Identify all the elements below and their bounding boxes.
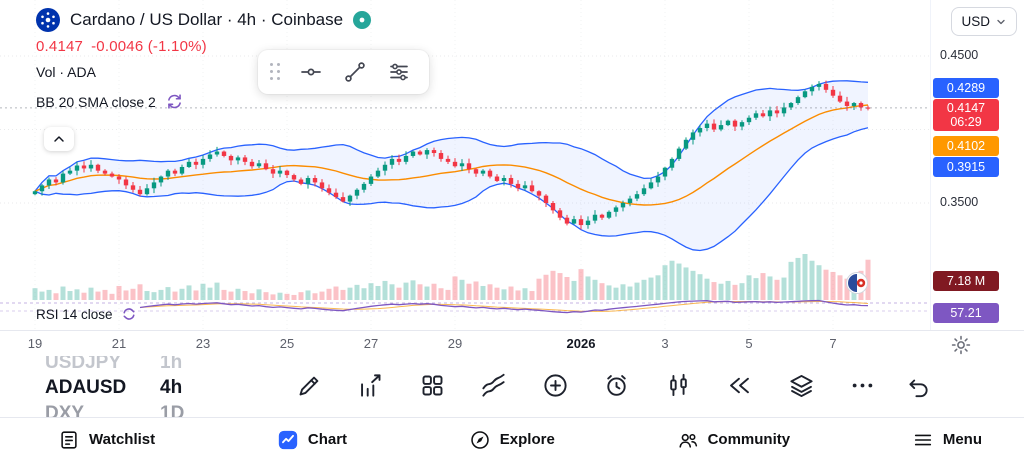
- price-scale[interactable]: 0.4500 0.3500 0.4289 0.4147 06:29 0.4102…: [930, 0, 1024, 356]
- nav-explore-label: Explore: [499, 431, 555, 448]
- currency-selector-label: USD: [961, 14, 990, 29]
- last-price-value: 0.4147: [36, 38, 84, 55]
- price-change-value: -0.0046 (-1.10%): [91, 38, 207, 55]
- watchlist-symbol: DXY: [45, 403, 85, 418]
- sync-icon[interactable]: [121, 306, 137, 322]
- toolbar-and-watchlist-row: USDJPY 1h ADAUSD 4h DXY 1D: [0, 356, 1024, 418]
- chart-symbol-title[interactable]: Cardano / US Dollar · 4h · Coinbase: [70, 10, 344, 29]
- last-price-row: 0.4147 -0.0046 (-1.10%): [36, 38, 371, 55]
- menu-icon: [914, 434, 931, 445]
- indicators-icon[interactable]: [357, 372, 384, 399]
- economic-event-icon[interactable]: [845, 271, 869, 295]
- settings-gear-icon[interactable]: [950, 334, 972, 356]
- time-axis-label: 29: [447, 336, 463, 351]
- collapse-chevron-icon[interactable]: [44, 127, 74, 151]
- nav-watchlist[interactable]: Watchlist: [58, 429, 155, 451]
- market-status-icon: [353, 11, 372, 29]
- chevron-down-icon: [997, 19, 1005, 24]
- more-icon[interactable]: [849, 372, 876, 399]
- price-axis-label: 0.4500: [940, 48, 979, 62]
- lower-band-badge: 0.3915: [933, 157, 999, 177]
- volume-legend[interactable]: Vol · ADA: [36, 64, 96, 80]
- trend-line-tool-icon[interactable]: [333, 52, 377, 92]
- watchlist-timeframe: 1D: [160, 403, 185, 418]
- nav-explore[interactable]: Explore: [469, 429, 555, 451]
- nav-chart[interactable]: Chart: [277, 429, 347, 451]
- multi-line-icon[interactable]: [480, 372, 507, 399]
- bottom-navigation: Watchlist Chart Explore Community: [0, 417, 1024, 461]
- time-axis-label: 7: [829, 336, 837, 351]
- time-axis-label: 21: [111, 336, 127, 351]
- time-axis-label: 5: [745, 336, 753, 351]
- bar-countdown: 06:29: [950, 115, 982, 129]
- watchlist-row-adausd[interactable]: ADAUSD 4h: [45, 377, 182, 399]
- currency-selector[interactable]: USD: [951, 7, 1017, 36]
- time-axis-label: 27: [363, 336, 379, 351]
- community-icon: [679, 433, 697, 448]
- last-price-badge: 0.4147 06:29: [933, 99, 999, 131]
- time-axis-label: 23: [195, 336, 211, 351]
- layout-grid-icon[interactable]: [419, 372, 446, 399]
- drawing-toolbar: [258, 50, 429, 94]
- upper-band-badge: 0.4289: [933, 78, 999, 98]
- price-chart[interactable]: Cardano / US Dollar · 4h · Coinbase 0.41…: [0, 0, 930, 330]
- watchlist-symbol: USDJPY: [45, 356, 122, 373]
- cardano-logo-icon: [36, 8, 60, 32]
- watchlist-row-dxy[interactable]: DXY 1D: [45, 403, 184, 418]
- drag-handle-icon[interactable]: [270, 63, 281, 81]
- bar-pattern-icon[interactable]: [665, 372, 692, 399]
- bollinger-legend[interactable]: BB 20 SMA close 2: [36, 93, 156, 110]
- watchlist-symbol: ADAUSD: [45, 377, 127, 398]
- volume-badge: 7.18 M: [933, 271, 999, 291]
- nav-community-label: Community: [707, 431, 791, 448]
- layers-icon[interactable]: [788, 372, 815, 399]
- time-scale[interactable]: 19 21 23 25 27 29 2026 3 5 7: [0, 330, 1024, 357]
- nav-community[interactable]: Community: [677, 429, 791, 451]
- sma-badge: 0.4102: [933, 136, 999, 156]
- price-axis-label: 0.3500: [940, 195, 979, 209]
- chart-header: Cardano / US Dollar · 4h · Coinbase 0.41…: [36, 8, 372, 111]
- time-axis-label: 19: [27, 336, 43, 351]
- time-axis-label: 25: [279, 336, 295, 351]
- alert-clock-icon[interactable]: [603, 372, 630, 399]
- candlestick-chart-canvas[interactable]: [0, 0, 930, 330]
- explore-icon: [471, 430, 489, 449]
- watchlist-row-usdjpy[interactable]: USDJPY 1h: [45, 356, 182, 374]
- time-axis-label: 3: [661, 336, 669, 351]
- chart-toolbar: [296, 372, 876, 399]
- nav-watchlist-label: Watchlist: [89, 431, 156, 448]
- add-icon[interactable]: [542, 372, 569, 399]
- nav-chart-label: Chart: [307, 431, 348, 448]
- rsi-legend[interactable]: RSI 14 close: [36, 306, 113, 322]
- chart-icon: [278, 430, 298, 449]
- parallel-channel-tool-icon[interactable]: [377, 52, 421, 92]
- watchlist-timeframe: 4h: [160, 377, 183, 398]
- nav-menu-label: Menu: [942, 431, 982, 448]
- rsi-badge: 57.21: [933, 303, 999, 323]
- replay-rewind-icon[interactable]: [726, 372, 753, 399]
- draw-icon[interactable]: [296, 372, 323, 399]
- last-price-badge-value: 0.4147: [946, 101, 986, 115]
- watchlist-timeframe: 1h: [160, 356, 183, 373]
- undo-icon[interactable]: [905, 374, 931, 400]
- sync-icon[interactable]: [165, 92, 184, 111]
- time-axis-year-label: 2026: [566, 336, 596, 351]
- nav-menu[interactable]: Menu: [912, 429, 982, 451]
- horizontal-line-tool-icon[interactable]: [289, 52, 333, 92]
- watchlist-icon: [61, 430, 77, 449]
